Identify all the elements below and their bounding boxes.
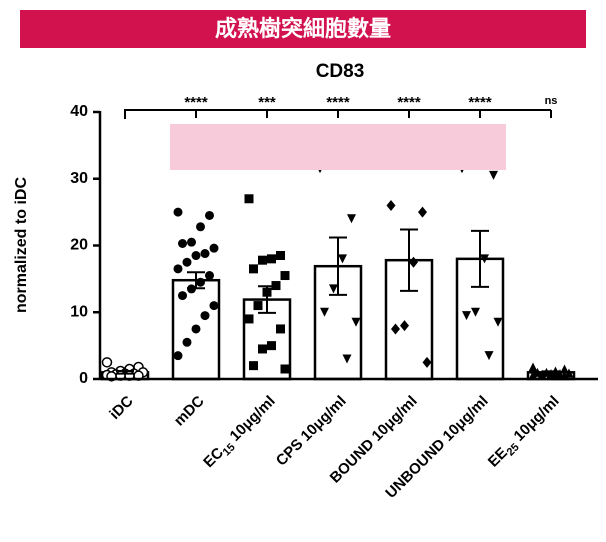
y-tick-label: 20 [70, 237, 88, 254]
point [276, 324, 285, 334]
point [320, 307, 329, 317]
point [191, 324, 201, 334]
point [484, 351, 494, 361]
point [187, 237, 196, 247]
point [342, 354, 352, 364]
point [493, 317, 503, 327]
point [205, 210, 214, 220]
point [528, 370, 538, 380]
point [480, 254, 489, 264]
x-tick-label: EE25 10μg/ml [485, 393, 565, 473]
significance: **** [326, 94, 350, 111]
point [205, 271, 214, 281]
point [178, 238, 187, 248]
point [196, 277, 205, 287]
point [560, 364, 569, 374]
significance: ns [545, 95, 558, 107]
point [400, 320, 409, 332]
point [267, 341, 276, 351]
point [267, 254, 276, 264]
point [209, 243, 219, 253]
label-part: 10μg/ml [508, 393, 563, 448]
error-bar [187, 271, 205, 290]
point [178, 291, 187, 301]
point [347, 214, 356, 224]
point [200, 249, 210, 259]
banner-bg [20, 10, 586, 48]
y-axis-label: normalized to iDC [13, 177, 30, 313]
point [418, 206, 427, 218]
point [564, 368, 574, 378]
point [258, 344, 267, 354]
y-tick-label: 0 [79, 370, 88, 387]
overlay [170, 124, 506, 170]
point [244, 314, 254, 324]
error-bar [258, 285, 276, 314]
point [528, 362, 538, 372]
error-bar [542, 370, 560, 375]
significance: **** [468, 94, 492, 111]
error-bar [329, 236, 347, 296]
point [200, 311, 210, 321]
significance: *** [258, 94, 276, 111]
bracket [124, 109, 551, 119]
point [101, 357, 113, 368]
error-bar [116, 369, 134, 375]
point [209, 301, 219, 311]
significance: **** [184, 94, 208, 111]
point [196, 222, 205, 232]
error-bar [471, 229, 489, 288]
label-part: 10μg/ml [224, 393, 279, 448]
point [422, 356, 432, 368]
point [409, 256, 418, 268]
point [280, 364, 290, 374]
significance: **** [397, 94, 421, 111]
y-tick-label: 30 [70, 170, 88, 187]
point [182, 337, 192, 347]
point [173, 207, 183, 217]
point [471, 307, 480, 317]
x-tick-label: EC15 10μg/ml [200, 393, 281, 474]
point [489, 170, 498, 180]
point [329, 284, 338, 294]
point [386, 199, 396, 211]
point [537, 369, 547, 379]
point [351, 317, 361, 327]
point [391, 323, 400, 335]
banner: 成熟樹突細胞數量 [215, 16, 391, 41]
x-tick-label: CPS 10μg/ml [273, 393, 350, 470]
point [249, 361, 258, 371]
point [249, 264, 258, 274]
point [173, 351, 183, 361]
point [253, 301, 263, 311]
point [462, 311, 471, 321]
point [182, 257, 192, 267]
y-tick-label: 40 [70, 103, 88, 120]
point [244, 194, 254, 204]
point [276, 251, 285, 261]
x-tick-label: mDC [171, 393, 208, 430]
x-tick-label: iDC [106, 393, 136, 423]
point [173, 264, 183, 274]
chart-title: CD83 [316, 61, 365, 82]
error-bar [400, 228, 418, 292]
point [338, 254, 347, 264]
point [191, 251, 201, 261]
point [280, 271, 290, 281]
point [258, 255, 267, 265]
y-tick-label: 10 [70, 303, 88, 320]
